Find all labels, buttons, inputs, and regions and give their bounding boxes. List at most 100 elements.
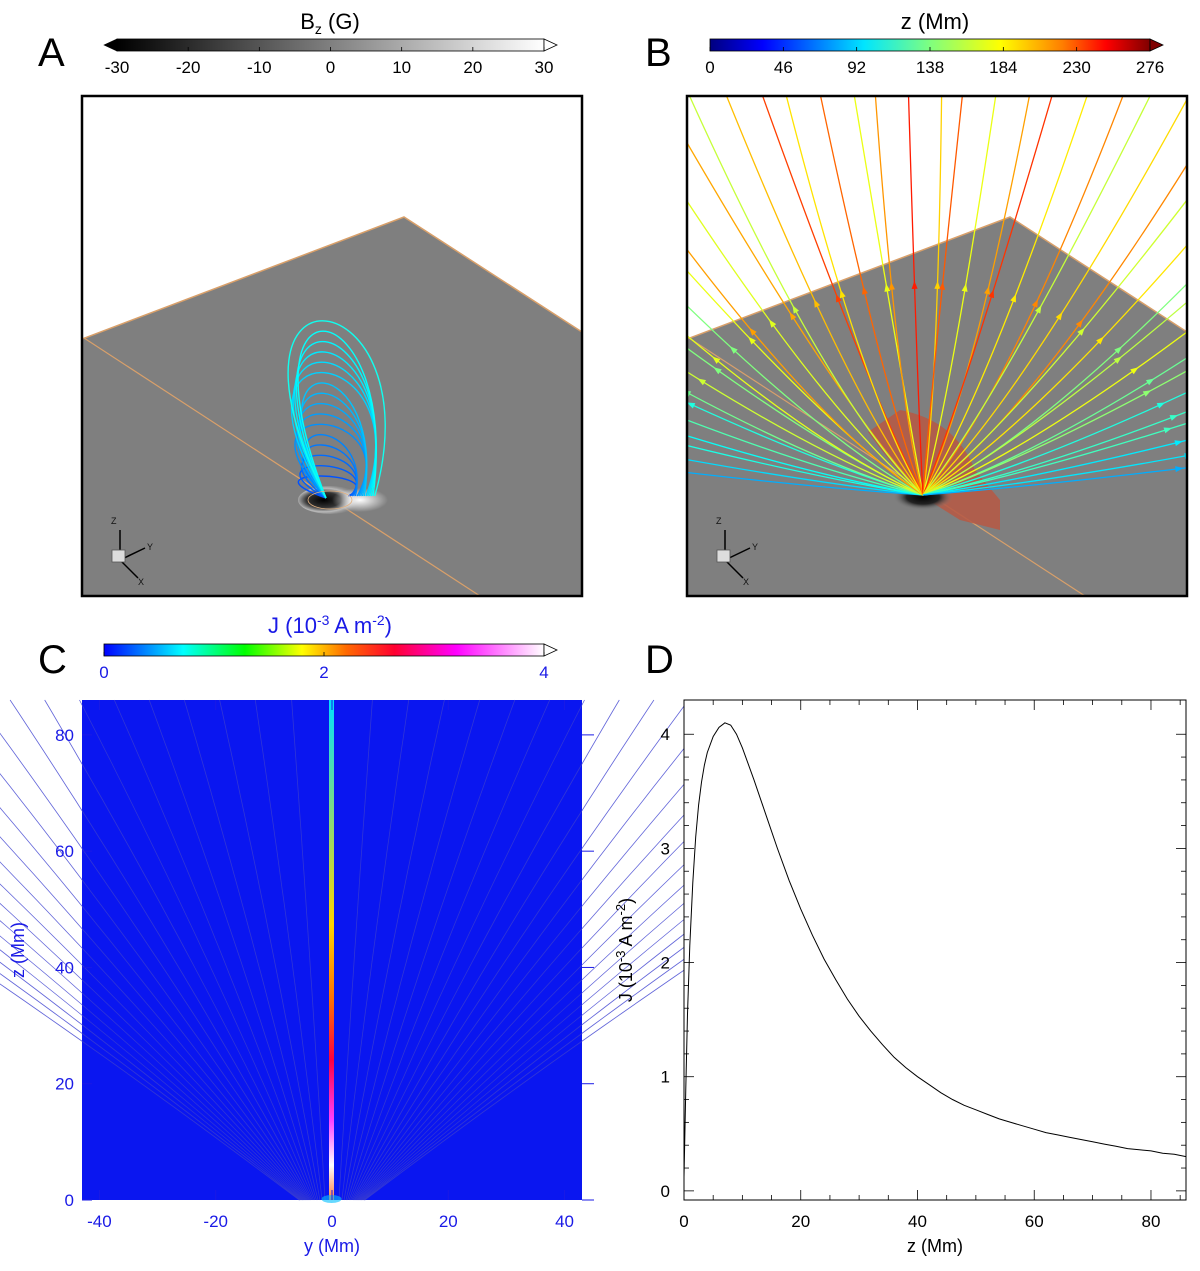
y-tick-label: 80 <box>55 726 74 745</box>
x-tick-label: 0 <box>679 1212 688 1231</box>
field-line <box>0 836 308 1201</box>
open-field-line <box>687 458 924 496</box>
field-line-arrow <box>939 281 946 291</box>
field-line <box>0 949 302 1201</box>
field-line-arrow <box>1175 466 1184 473</box>
field-line <box>348 699 551 1201</box>
colorbar-tick-label: 0 <box>705 58 714 77</box>
field-line-arrow <box>1075 319 1083 328</box>
y-tick-label: 4 <box>661 725 670 744</box>
field-line-arrow <box>687 402 696 409</box>
field-line-arrow <box>729 346 738 354</box>
panel-a-edge-line <box>83 337 481 596</box>
field-line <box>291 699 326 1201</box>
x-axis-label: z (Mm) <box>907 1236 963 1256</box>
colorbar-tick-label: -30 <box>105 58 130 77</box>
panel-a-photosphere-plane <box>82 217 582 596</box>
panel-b-open-field-lines <box>687 96 1187 496</box>
field-line <box>113 699 316 1201</box>
field-line <box>219 699 321 1201</box>
field-loop <box>302 444 358 499</box>
colorbar-c-max-arrow <box>543 643 558 657</box>
field-line <box>44 699 313 1201</box>
field-line-arrow <box>884 283 891 292</box>
panel-b-edge-line <box>688 337 1086 596</box>
colorbar-c: J (10-3 A m-2) 0 2 4 <box>99 612 558 682</box>
x-tick-label: 20 <box>439 1212 458 1231</box>
field-line-arrow <box>789 311 797 321</box>
colorbar-a-min-arrow <box>103 38 118 52</box>
series-line-j <box>683 722 1187 1178</box>
x-tick-label: 80 <box>1142 1212 1161 1231</box>
field-line-arrow <box>1184 453 1187 459</box>
field-line-arrow <box>1055 311 1063 321</box>
field-line <box>0 902 305 1201</box>
colorbar-tick-label: 138 <box>916 58 944 77</box>
panel-d-plot: 0 20 40 60 80 0 1 2 3 4 z (Mm) J (10-3 A m-2) <box>613 699 1187 1256</box>
colorbar-tick-label: 4 <box>539 663 548 682</box>
panel-b-plane-edge <box>687 216 1187 340</box>
field-line-arrow <box>1174 440 1183 447</box>
panel-label-b: B <box>645 31 672 75</box>
field-line <box>338 699 373 1201</box>
open-field-line <box>687 471 924 496</box>
panel-a-plane-edge <box>82 216 582 340</box>
y-tick-label: 1 <box>661 1068 670 1087</box>
field-line-arrow <box>1114 346 1123 354</box>
y-tick-label: 0 <box>661 1182 670 1201</box>
y-axis-label: z (Mm) <box>8 922 28 978</box>
panel-b-axes-triad: Z Y X <box>716 516 758 587</box>
colorbar-tick-label: 276 <box>1136 58 1164 77</box>
colorbar-c-title: J (10-3 A m-2) <box>268 612 392 638</box>
x-tick-label: 0 <box>327 1212 336 1231</box>
field-line-arrow <box>748 336 756 345</box>
field-line <box>341 699 410 1201</box>
y-tick-label: 3 <box>661 839 670 858</box>
plot-frame <box>683 699 1187 1201</box>
colorbar-tick-label: 20 <box>463 58 482 77</box>
field-line-arrow <box>839 289 846 299</box>
x-tick-label: 40 <box>908 1212 927 1231</box>
colorbar-b: z (Mm) 0 46 92 138 184 230 276 <box>705 9 1164 77</box>
colorbar-tick-label: -20 <box>176 58 201 77</box>
field-line-arrow <box>1077 327 1085 336</box>
field-line-arrow <box>1130 367 1139 375</box>
x-tick-label: 40 <box>555 1212 574 1231</box>
y-tick-label: 60 <box>55 842 74 861</box>
colorbar-tick-label: 2 <box>319 663 328 682</box>
field-line-arrow <box>1142 390 1152 397</box>
y-axis-label: J (10-3 A m-2) <box>613 898 636 1002</box>
field-line-arrow <box>712 356 721 364</box>
panel-label-d: D <box>645 638 674 682</box>
field-line <box>347 699 516 1201</box>
panel-a-frame <box>80 94 584 598</box>
field-line-arrow <box>988 289 995 299</box>
colorbar-tick-label: 230 <box>1062 58 1090 77</box>
field-line-arrow <box>769 319 777 328</box>
field-line-arrow <box>1035 305 1042 314</box>
field-line <box>0 983 300 1201</box>
field-line-arrow <box>934 280 941 289</box>
field-loop <box>287 320 386 499</box>
field-line <box>183 699 319 1201</box>
colorbar-b-max-arrow <box>1149 38 1164 52</box>
x-tick-label: 60 <box>1025 1212 1044 1231</box>
y-tick-label: 40 <box>55 958 74 977</box>
field-line-arrow <box>1145 378 1155 386</box>
field-line-arrow <box>984 286 990 295</box>
panel-a-scene: Z Y X <box>80 94 584 598</box>
colorbar-tick-label: 92 <box>847 58 866 77</box>
field-line-arrow <box>888 281 895 291</box>
field-line-arrow <box>1156 402 1166 409</box>
colorbar-tick-label: 46 <box>774 58 793 77</box>
x-tick-label: 20 <box>791 1212 810 1231</box>
axis-x-label-b: X <box>743 577 749 587</box>
field-line <box>350 699 585 1201</box>
colorbar-a: Bz (G) -30 -20 -10 0 10 20 30 <box>103 9 558 77</box>
field-line <box>0 732 311 1201</box>
field-line-arrow <box>1010 294 1016 303</box>
open-field-line <box>922 454 1187 496</box>
x-axis-label: y (Mm) <box>304 1236 360 1256</box>
colorbar-tick-label: 184 <box>989 58 1017 77</box>
